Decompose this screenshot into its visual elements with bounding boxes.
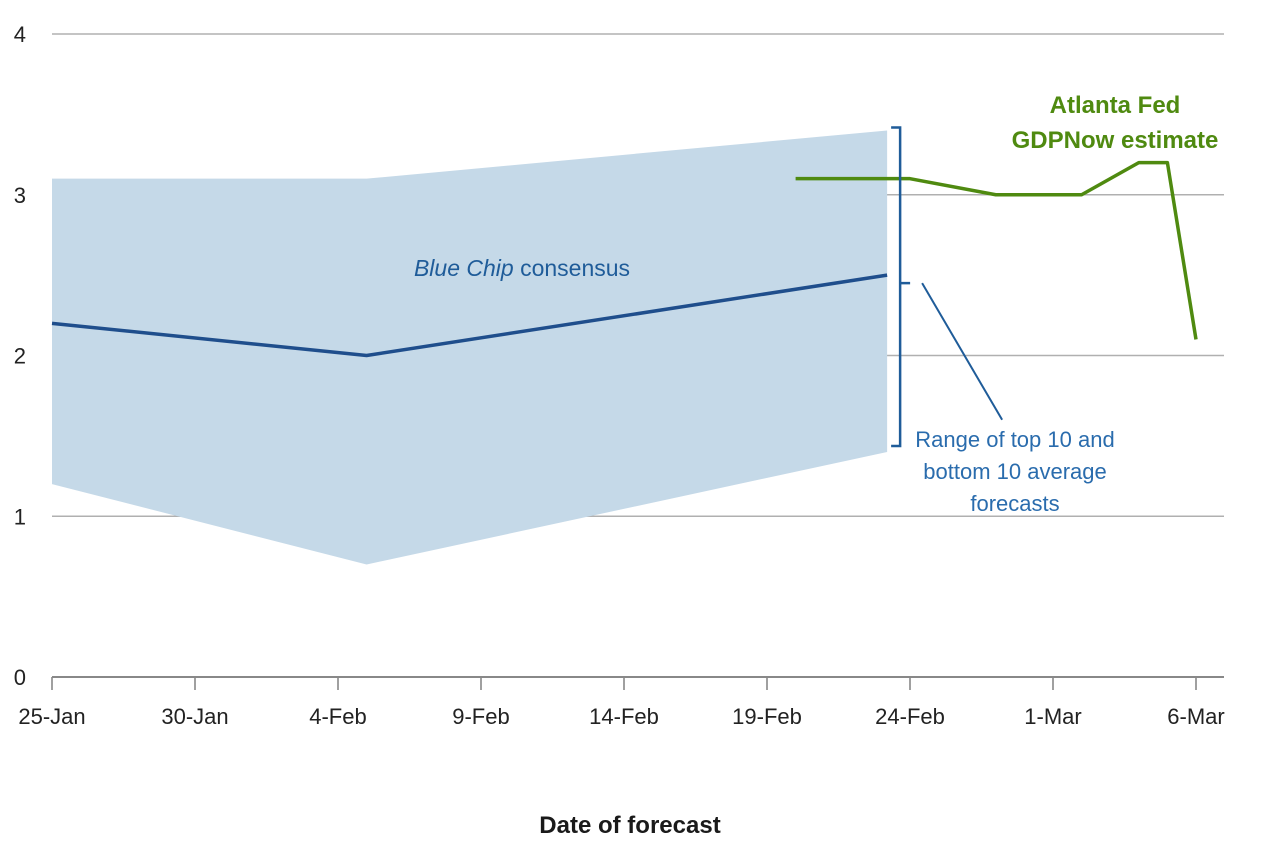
gdpnow-annotation-line-1: Atlanta Fed: [1050, 92, 1181, 119]
y-tick-label: 3: [14, 183, 26, 208]
x-axis-title: Date of forecast: [539, 812, 720, 839]
x-axis-ticks: [51, 677, 1197, 690]
y-axis-tick-labels: 0 1 2 3 4: [14, 22, 26, 690]
x-axis-tick-labels: 25-Jan 30-Jan 4-Feb 9-Feb 14-Feb 19-Feb 24-Feb…: [18, 704, 1224, 729]
y-tick-label: 0: [14, 665, 26, 690]
x-tick-label: 19-Feb: [732, 704, 802, 729]
x-tick-label: 1-Mar: [1024, 704, 1081, 729]
range-annotation-line-2: bottom 10 average: [923, 459, 1106, 484]
x-tick-label: 30-Jan: [161, 704, 228, 729]
x-tick-label: 9-Feb: [452, 704, 509, 729]
y-tick-label: 4: [14, 22, 26, 47]
x-tick-label: 4-Feb: [309, 704, 366, 729]
x-tick-label: 24-Feb: [875, 704, 945, 729]
gdpnow-annotation-line-2: GDPNow estimate: [1012, 127, 1219, 154]
y-tick-label: 1: [14, 504, 26, 529]
range-annotation-line-3: forecasts: [970, 491, 1059, 516]
x-tick-label: 6-Mar: [1167, 704, 1224, 729]
gdpnow-estimate-line: [795, 160, 1198, 340]
x-tick-label: 25-Jan: [18, 704, 85, 729]
x-tick-label: 14-Feb: [589, 704, 659, 729]
y-tick-label: 2: [14, 344, 26, 369]
consensus-annotation-rest: consensus: [514, 255, 630, 281]
consensus-annotation: Blue Chip consensus: [414, 255, 630, 281]
consensus-annotation-italic: Blue Chip: [414, 255, 514, 281]
forecast-range-band: [52, 130, 888, 565]
range-annotation-line-1: Range of top 10 and: [915, 427, 1114, 452]
range-leader-line: [921, 282, 1003, 421]
range-bracket: [891, 126, 911, 448]
blue-chip-consensus-line: [51, 273, 888, 358]
